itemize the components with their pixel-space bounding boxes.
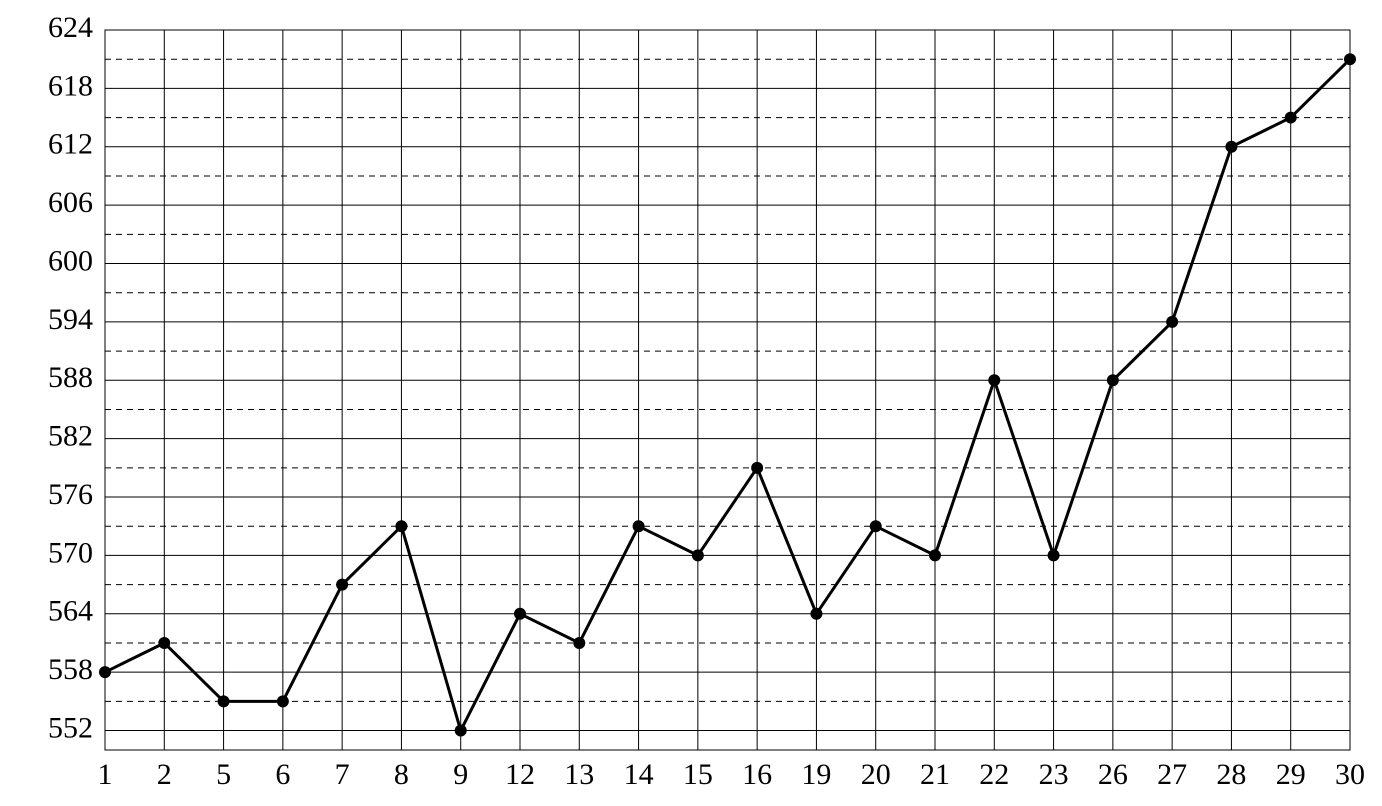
data-point (99, 666, 111, 678)
data-point (929, 549, 941, 561)
data-point (455, 725, 467, 737)
y-tick-label: 588 (48, 361, 93, 394)
data-point (870, 520, 882, 532)
x-tick-label: 12 (505, 758, 535, 791)
data-point (1107, 374, 1119, 386)
data-point (751, 462, 763, 474)
x-tick-label: 22 (979, 758, 1009, 791)
y-tick-label: 618 (48, 69, 93, 102)
y-tick-label: 612 (48, 128, 93, 161)
x-tick-label: 19 (801, 758, 831, 791)
x-tick-label: 2 (157, 758, 172, 791)
line-chart: 5525585645705765825885946006066126186241… (0, 0, 1382, 806)
data-point (395, 520, 407, 532)
data-point (633, 520, 645, 532)
x-tick-label: 7 (335, 758, 350, 791)
y-tick-label: 558 (48, 653, 93, 686)
y-tick-label: 600 (48, 244, 93, 277)
data-point (514, 608, 526, 620)
x-tick-label: 9 (453, 758, 468, 791)
x-tick-label: 23 (1039, 758, 1069, 791)
data-point (158, 637, 170, 649)
y-tick-label: 564 (48, 595, 93, 628)
x-tick-label: 5 (216, 758, 231, 791)
y-tick-label: 552 (48, 711, 93, 744)
y-tick-label: 576 (48, 478, 93, 511)
x-tick-label: 20 (861, 758, 891, 791)
x-tick-label: 8 (394, 758, 409, 791)
data-point (573, 637, 585, 649)
x-tick-label: 30 (1335, 758, 1365, 791)
x-tick-label: 6 (275, 758, 290, 791)
data-point (218, 695, 230, 707)
y-tick-label: 606 (48, 186, 93, 219)
data-point (692, 549, 704, 561)
data-point (1225, 141, 1237, 153)
y-tick-label: 570 (48, 536, 93, 569)
data-point (1285, 112, 1297, 124)
data-point (1344, 53, 1356, 65)
x-tick-label: 1 (98, 758, 113, 791)
x-tick-label: 13 (564, 758, 594, 791)
data-point (988, 374, 1000, 386)
data-point (810, 608, 822, 620)
x-tick-label: 16 (742, 758, 772, 791)
y-tick-label: 594 (48, 303, 93, 336)
data-point (1166, 316, 1178, 328)
x-tick-label: 21 (920, 758, 950, 791)
x-tick-label: 28 (1216, 758, 1246, 791)
data-point (277, 695, 289, 707)
x-tick-label: 15 (683, 758, 713, 791)
x-tick-label: 26 (1098, 758, 1128, 791)
x-tick-label: 27 (1157, 758, 1187, 791)
x-tick-label: 14 (624, 758, 654, 791)
data-point (336, 579, 348, 591)
x-tick-label: 29 (1276, 758, 1306, 791)
data-point (1048, 549, 1060, 561)
y-tick-label: 624 (48, 11, 93, 44)
y-tick-label: 582 (48, 420, 93, 453)
